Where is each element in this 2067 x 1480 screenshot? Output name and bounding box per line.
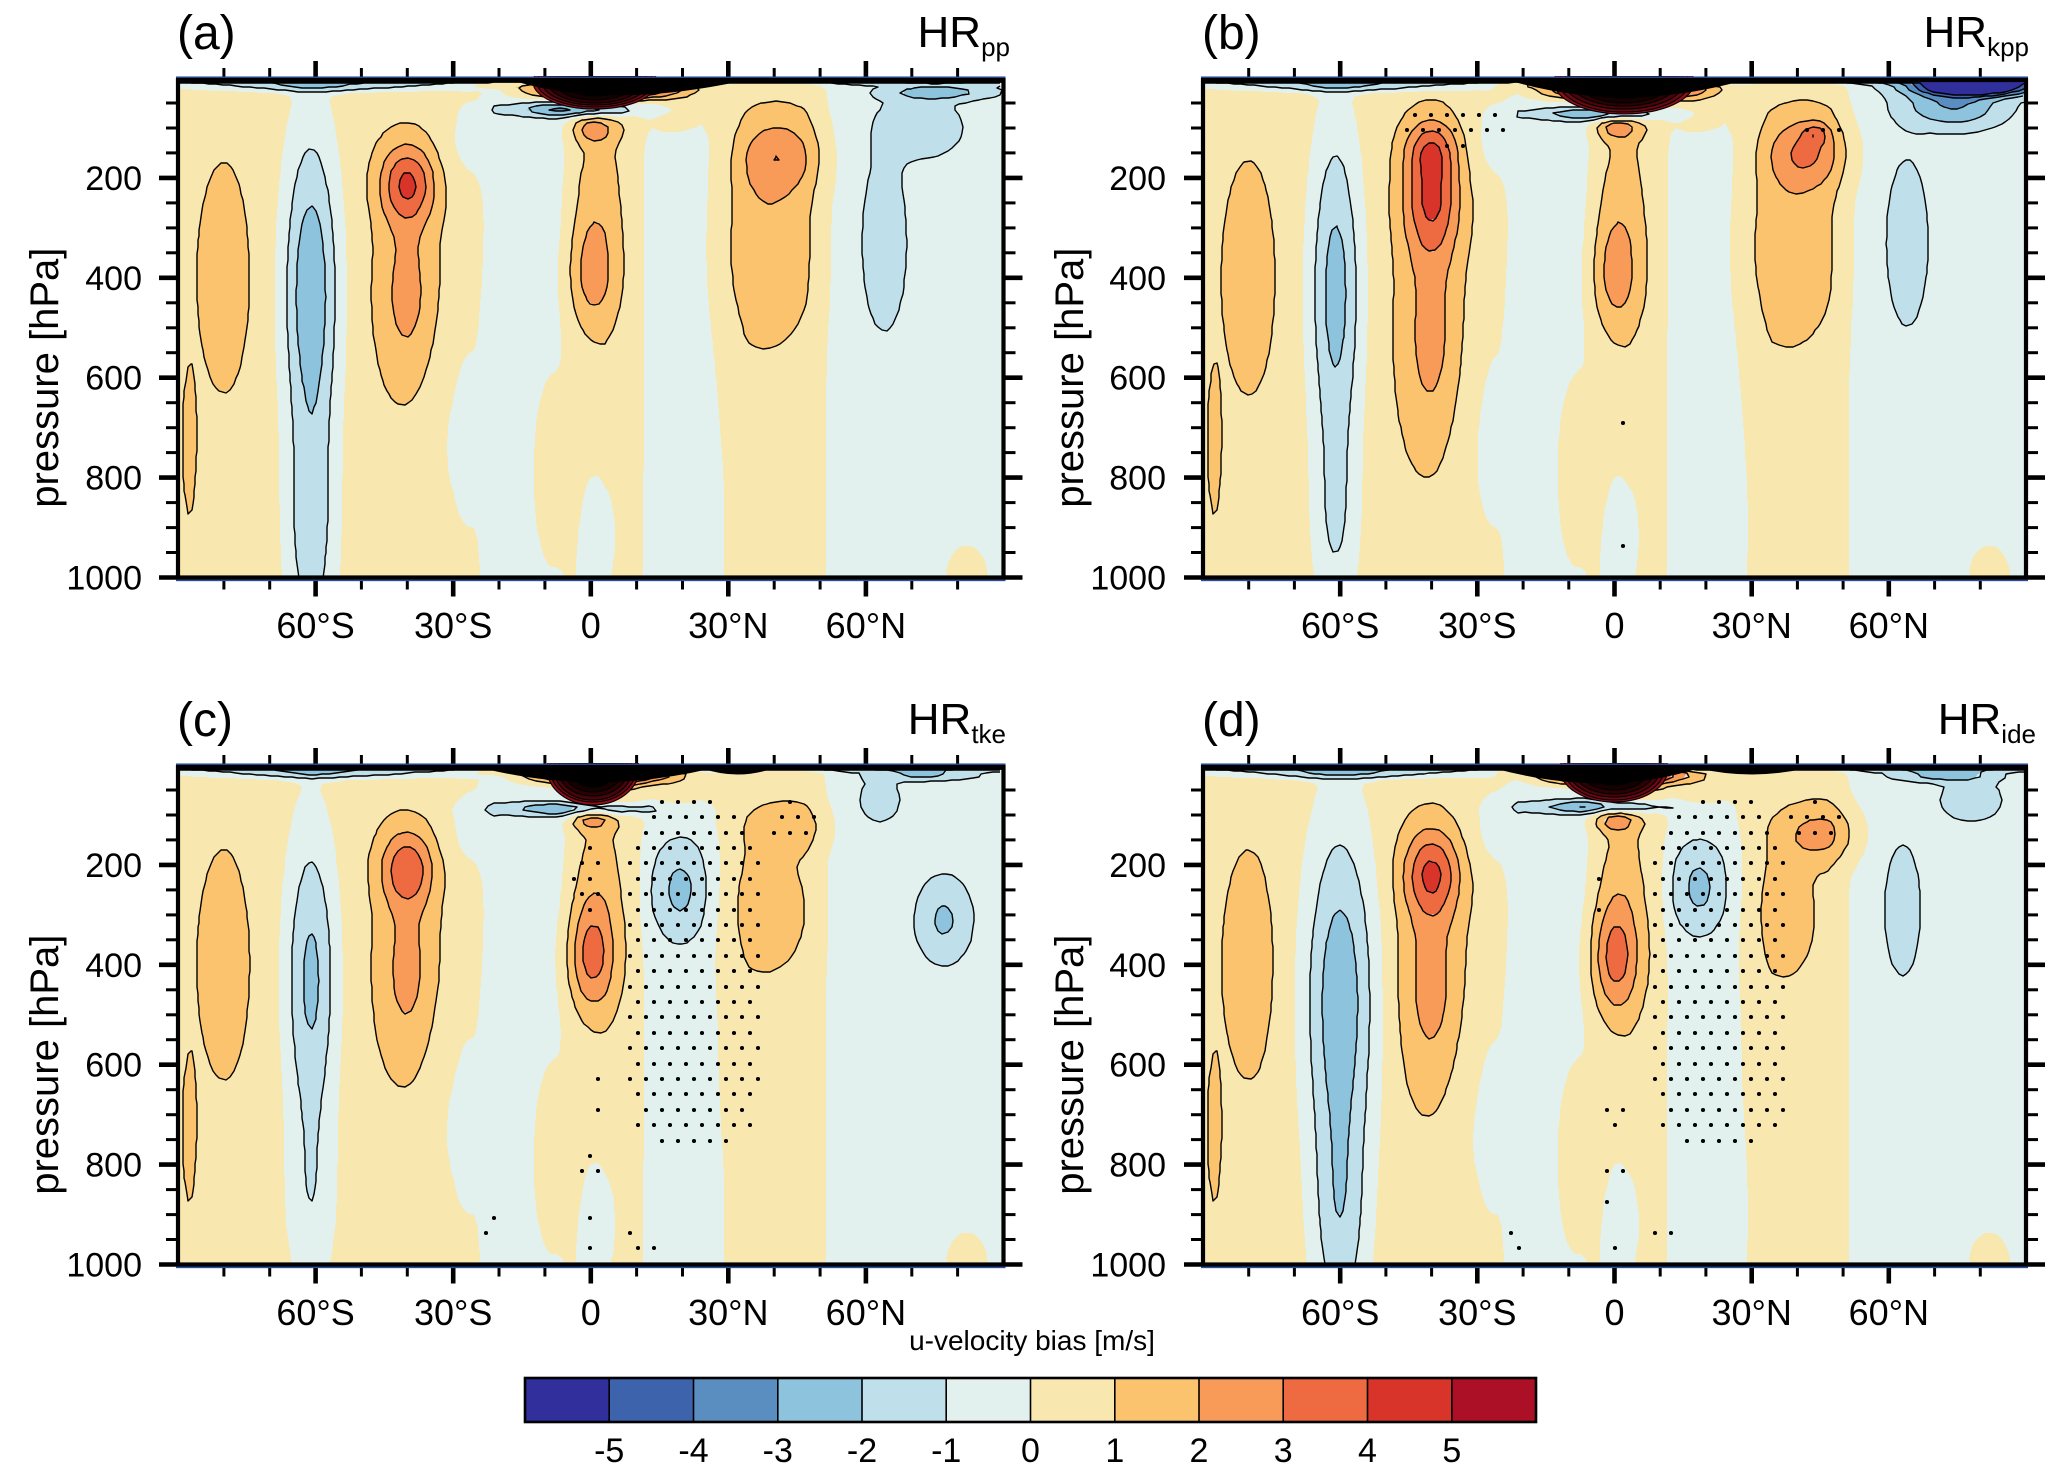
svg-text:pressure [hPa]: pressure [hPa] (23, 935, 67, 1195)
svg-text:60°N: 60°N (826, 605, 906, 646)
svg-text:600: 600 (85, 360, 142, 398)
svg-text:60°N: 60°N (1849, 1292, 1929, 1333)
svg-text:(c): (c) (177, 694, 233, 747)
svg-text:-2: -2 (847, 1432, 877, 1470)
svg-text:30°N: 30°N (1711, 605, 1791, 646)
svg-text:200: 200 (1109, 847, 1166, 885)
svg-text:400: 400 (85, 947, 142, 985)
svg-text:pressure [hPa]: pressure [hPa] (1048, 935, 1092, 1195)
svg-text:0: 0 (581, 1292, 601, 1333)
svg-text:800: 800 (1109, 1147, 1166, 1185)
svg-text:200: 200 (1109, 160, 1166, 198)
svg-text:(b): (b) (1202, 7, 1261, 60)
svg-text:60°S: 60°S (1301, 605, 1379, 646)
svg-text:30°S: 30°S (1438, 1292, 1516, 1333)
svg-text:200: 200 (85, 160, 142, 198)
svg-text:1000: 1000 (66, 1247, 142, 1285)
svg-text:60°N: 60°N (826, 1292, 906, 1333)
svg-text:0: 0 (1604, 605, 1624, 646)
svg-text:1000: 1000 (1090, 560, 1166, 598)
svg-text:30°N: 30°N (688, 605, 768, 646)
svg-text:60°S: 60°S (276, 1292, 354, 1333)
svg-text:800: 800 (1109, 460, 1166, 498)
svg-text:600: 600 (85, 1047, 142, 1085)
svg-text:4: 4 (1358, 1432, 1377, 1470)
svg-text:(a): (a) (177, 7, 236, 60)
svg-text:30°S: 30°S (414, 605, 492, 646)
svg-text:600: 600 (1109, 360, 1166, 398)
svg-text:400: 400 (85, 260, 142, 298)
svg-text:-5: -5 (594, 1432, 624, 1470)
svg-text:5: 5 (1442, 1432, 1461, 1470)
svg-text:1: 1 (1105, 1432, 1124, 1470)
svg-text:60°N: 60°N (1849, 605, 1929, 646)
svg-text:30°N: 30°N (688, 1292, 768, 1333)
svg-text:60°S: 60°S (1301, 1292, 1379, 1333)
svg-text:2: 2 (1190, 1432, 1209, 1470)
svg-text:60°S: 60°S (276, 605, 354, 646)
svg-text:400: 400 (1109, 260, 1166, 298)
svg-text:u-velocity bias [m/s]: u-velocity bias [m/s] (909, 1325, 1155, 1356)
svg-text:200: 200 (85, 847, 142, 885)
svg-text:-3: -3 (763, 1432, 793, 1470)
svg-text:30°S: 30°S (414, 1292, 492, 1333)
svg-text:0: 0 (1021, 1432, 1040, 1470)
svg-text:0: 0 (581, 605, 601, 646)
svg-text:(d): (d) (1202, 694, 1261, 747)
svg-text:800: 800 (85, 1147, 142, 1185)
svg-text:0: 0 (1604, 1292, 1624, 1333)
svg-text:pressure [hPa]: pressure [hPa] (23, 248, 67, 508)
svg-text:1000: 1000 (66, 560, 142, 598)
svg-text:pressure [hPa]: pressure [hPa] (1048, 248, 1092, 508)
svg-text:-1: -1 (931, 1432, 961, 1470)
svg-text:400: 400 (1109, 947, 1166, 985)
svg-text:1000: 1000 (1090, 1247, 1166, 1285)
svg-text:800: 800 (85, 460, 142, 498)
svg-text:-4: -4 (678, 1432, 708, 1470)
svg-text:600: 600 (1109, 1047, 1166, 1085)
svg-text:30°S: 30°S (1438, 605, 1516, 646)
svg-text:30°N: 30°N (1711, 1292, 1791, 1333)
svg-text:3: 3 (1274, 1432, 1293, 1470)
